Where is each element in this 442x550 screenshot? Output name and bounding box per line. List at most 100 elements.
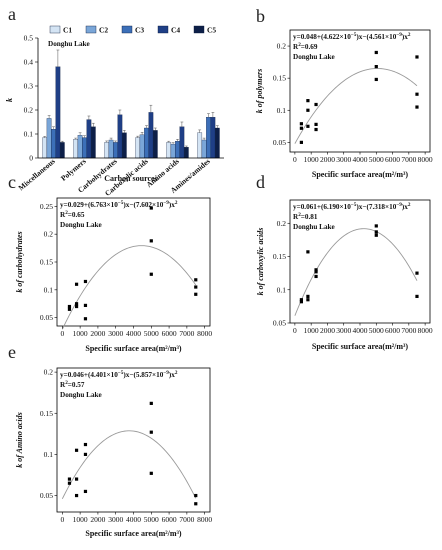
x-tick-label: 7000 (401, 155, 416, 164)
x-tick-label: 4000 (353, 326, 368, 335)
x-axis-title: Specific surface area(m²/m³) (312, 342, 409, 351)
legend: C1 C2 C3 C4 C5 (49, 25, 216, 35)
data-point (306, 294, 310, 299)
data-point (83, 317, 88, 321)
x-tick-label: 1000 (73, 329, 88, 338)
bar (82, 137, 87, 159)
x-tick-label: 3000 (108, 515, 123, 524)
bar (90, 126, 96, 159)
data-point (314, 122, 318, 126)
data-point (306, 124, 310, 128)
y-axis-title: k (5, 98, 14, 102)
y-tick-label: 0.1 (44, 450, 54, 459)
x-axis-title: Carbon sources (104, 174, 157, 183)
bar (117, 114, 123, 159)
y-tick-label: 0.05 (40, 491, 53, 500)
data-point (299, 126, 303, 130)
x-tick-label: 8000 (418, 326, 433, 335)
legend-label: C1 (63, 26, 72, 35)
x-tick-label: 5000 (369, 155, 384, 164)
bar (210, 117, 216, 159)
y-axis-title: k of carbohydrates (15, 231, 24, 292)
legend-swatch (85, 25, 97, 34)
x-tick-label: 4000 (126, 329, 141, 338)
x-tick-label: 2000 (320, 326, 335, 335)
bar (77, 135, 83, 159)
data-point (149, 430, 153, 434)
x-tick-label: 7000 (179, 329, 194, 338)
data-point (149, 206, 153, 210)
data-point (415, 105, 419, 109)
x-tick-label: 2000 (90, 329, 105, 338)
data-point (83, 452, 88, 456)
data-point (415, 55, 419, 59)
bar (206, 117, 211, 159)
site-label: Donghu Lake (293, 223, 335, 231)
y-tick-label: 0.4 (24, 58, 34, 67)
bar (42, 137, 48, 159)
data-point (306, 99, 310, 103)
y-tick-label: 0.05 (273, 138, 286, 147)
fit-curve (61, 245, 197, 330)
data-point (149, 471, 153, 475)
y-tick-label: 0.1 (277, 285, 287, 294)
data-point (83, 489, 88, 494)
data-point (83, 279, 88, 284)
data-point (314, 270, 318, 274)
y-axis-title: k of Amino acids (15, 412, 24, 467)
x-axis-title: Specific surface area(m²/m³) (312, 170, 409, 179)
site-label: Donghu Lake (48, 40, 90, 48)
data-point (374, 230, 378, 234)
x-tick-label: 4000 (126, 515, 141, 524)
bar (170, 143, 176, 159)
data-point (74, 304, 79, 309)
x-tick-label: 0 (293, 155, 297, 164)
legend-swatch (121, 25, 133, 34)
legend-label: C3 (135, 26, 144, 35)
bar (104, 142, 110, 159)
bar (86, 119, 92, 159)
data-point (374, 50, 378, 55)
y-axis-title: k of carboxylic acids (256, 228, 265, 296)
bar (197, 132, 203, 159)
x-tick-label: 8000 (418, 155, 433, 164)
x-tick-label: 8000 (197, 329, 212, 338)
data-point (67, 307, 72, 311)
x-tick-label: 6000 (385, 155, 400, 164)
x-tick-label: 3000 (108, 329, 123, 338)
bar (73, 139, 79, 159)
r-squared: R2=0.57 (60, 380, 85, 389)
site-label: Donghu Lake (293, 53, 335, 61)
fit-curve (61, 430, 197, 500)
y-tick-label: 0.05 (40, 313, 53, 322)
scatter-panel-e: 0 1000 2000 3000 4000 5000 6000 7000 8000 0.05 0.1… (15, 367, 212, 538)
data-point (415, 271, 419, 275)
data-point (374, 233, 378, 237)
data-point (67, 481, 72, 485)
x-tick-label: 0 (60, 329, 64, 338)
bar (148, 112, 154, 159)
bar-group (42, 49, 220, 159)
data-point (194, 285, 198, 289)
y-tick-label: 0.1 (44, 285, 54, 294)
bar (55, 66, 61, 159)
y-tick-label: 0.5 (24, 34, 34, 43)
x-tick-label: 5000 (144, 329, 159, 338)
bar (152, 130, 158, 159)
data-point (194, 278, 198, 282)
y-tick-label: 0.25 (40, 202, 53, 211)
legend-swatch (157, 25, 169, 34)
data-point (314, 102, 318, 107)
fit-equation: y=0.029+(6.763×10−5)x−(7.602×10−9)x2 (60, 200, 178, 209)
data-point (83, 303, 88, 308)
bar (51, 129, 56, 159)
legend-label: C4 (171, 26, 180, 35)
bar-chart-panel-a: Miscellaneous PolymersCarbohydratesCarbox… (5, 26, 224, 198)
y-tick-label: 0.15 (273, 74, 286, 83)
data-point (374, 224, 378, 228)
data-point (74, 282, 79, 286)
x-axis-title: Specific surface area(m²/m³) (85, 529, 182, 538)
bar (166, 142, 172, 159)
fit-curve (294, 228, 418, 316)
